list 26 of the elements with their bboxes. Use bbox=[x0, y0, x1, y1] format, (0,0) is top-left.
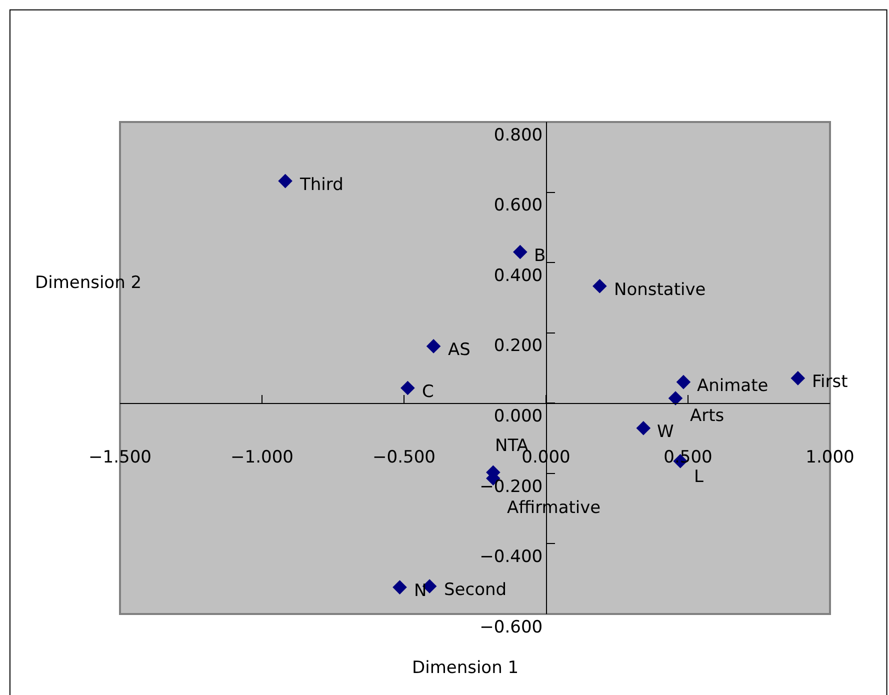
annotation: AS bbox=[448, 340, 470, 360]
y-tick-label: −0.600 bbox=[480, 617, 543, 638]
annotation: Arts bbox=[690, 406, 724, 426]
x-axis-title: Dimension 1 bbox=[412, 658, 519, 678]
annotation: C bbox=[422, 382, 434, 402]
y-axis-title: Dimension 2 bbox=[35, 273, 142, 293]
y-tick-label: 0.000 bbox=[494, 406, 543, 426]
x-tick-label: −1.500 bbox=[88, 448, 152, 468]
y-tick-label: 0.600 bbox=[494, 196, 543, 216]
annotation: L bbox=[694, 467, 704, 487]
y-tick-label: 0.800 bbox=[494, 125, 543, 146]
x-tick-label: −0.500 bbox=[372, 448, 436, 468]
annotation: N bbox=[414, 581, 427, 601]
annotation: Animate bbox=[697, 376, 768, 396]
x-tick-label: −1.000 bbox=[230, 448, 294, 468]
annotation: Second bbox=[444, 580, 507, 600]
y-tick-label: 0.200 bbox=[494, 336, 543, 356]
y-tick-label: −0.200 bbox=[480, 476, 543, 497]
annotation: First bbox=[812, 372, 848, 392]
annotation: Nonstative bbox=[614, 280, 706, 300]
annotation: Third bbox=[299, 175, 344, 195]
x-tick-label: 1.000 bbox=[806, 448, 854, 468]
annotation: B bbox=[534, 246, 546, 266]
annotation: W bbox=[657, 422, 674, 442]
y-tick-label: −0.400 bbox=[480, 547, 543, 568]
y-tick-label: 0.400 bbox=[494, 266, 543, 286]
